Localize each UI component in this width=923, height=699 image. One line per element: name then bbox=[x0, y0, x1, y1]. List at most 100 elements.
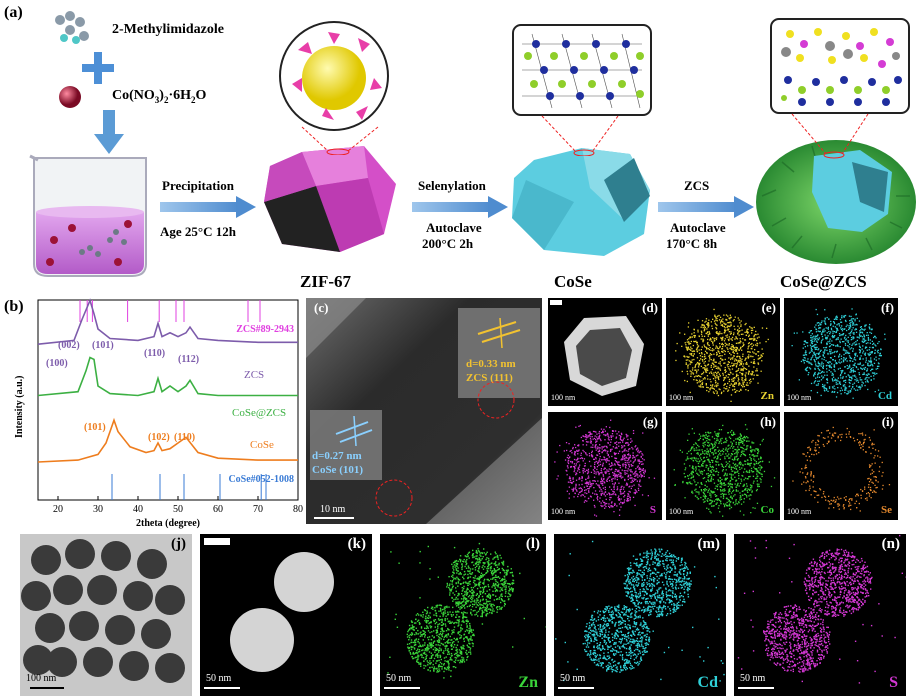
cobalt-ion-icon bbox=[59, 86, 81, 108]
x-tick-label: 50 bbox=[173, 504, 183, 515]
methylimidazole-molecule-icon bbox=[55, 11, 89, 44]
right-arrow-icon bbox=[160, 196, 256, 218]
fringe2-text: d=0.27 nm bbox=[312, 450, 362, 462]
bottom-element-label: S bbox=[889, 674, 898, 691]
beaker-icon bbox=[29, 154, 147, 277]
bottom-scalebar: 100 nm bbox=[26, 673, 57, 684]
xrd-series-line bbox=[37, 417, 298, 463]
peak-zcs-110: (110) bbox=[144, 348, 165, 359]
bottom-panel-image bbox=[555, 540, 725, 689]
step2-top-text: Selenylation bbox=[418, 178, 486, 193]
bottom-panel: (m) 50 nm Cd bbox=[554, 534, 726, 696]
cose-zcs-crystal-zoom-icon bbox=[770, 18, 910, 114]
zoom-lines bbox=[541, 115, 619, 156]
right-arrow-icon bbox=[412, 196, 508, 218]
cose-zcs-core-shell-icon bbox=[756, 140, 916, 264]
product1-text: ZIF-67 bbox=[300, 272, 351, 291]
series-label-zcs: ZCS bbox=[244, 369, 264, 381]
eds-panel-label: (f) bbox=[881, 300, 894, 315]
eds-panel-label: (i) bbox=[881, 414, 894, 429]
x-tick-label: 30 bbox=[93, 504, 103, 515]
eds-map-image bbox=[554, 419, 656, 517]
reagent2-text: Co(NO3)2·6H2O bbox=[112, 88, 207, 105]
eds-scalebar: 100 nm bbox=[551, 507, 576, 516]
ref-top-label: ZCS#89-2943 bbox=[236, 324, 294, 335]
x-tick-label: 70 bbox=[253, 504, 263, 515]
bottom-panel-image bbox=[204, 538, 334, 689]
eds-map: (i) 100 nm Se bbox=[784, 412, 898, 520]
bottom-panel-label: (l) bbox=[525, 536, 540, 552]
eds-map: (d) 100 nm bbox=[548, 298, 662, 406]
bottom-scalebar: 50 nm bbox=[560, 673, 586, 684]
plus-icon bbox=[82, 52, 114, 84]
panel-c-scalebar: 10 nm bbox=[320, 504, 346, 515]
step1-bottom-text: Age 25°C 12h bbox=[160, 224, 236, 239]
eds-scalebar: 100 nm bbox=[669, 507, 694, 516]
bottom-panel-label: (k) bbox=[347, 536, 366, 552]
bottom-panel: (j) 100 nm bbox=[20, 534, 192, 696]
panel-b-label: (b) bbox=[4, 298, 24, 315]
bottom-panel: (l) 50 nm Zn bbox=[380, 534, 546, 696]
eds-map-image bbox=[673, 424, 776, 517]
xrd-series-line bbox=[37, 356, 298, 397]
eds-element-label: S bbox=[649, 504, 656, 516]
x-axis-label: 2theta (degree) bbox=[136, 518, 200, 529]
zoom-lines bbox=[791, 113, 869, 159]
bottom-panel-label: (n) bbox=[881, 536, 900, 552]
y-axis-label: Intensity (a.u.) bbox=[14, 375, 25, 438]
eds-map-image bbox=[792, 426, 891, 512]
peak-cose-102: (102) bbox=[148, 432, 170, 443]
right-arrow-icon bbox=[658, 196, 754, 218]
bottom-panel: (k) 50 nm bbox=[200, 534, 372, 696]
peak-zcs-112: (112) bbox=[178, 354, 199, 365]
fringe1-text: d=0.33 nm bbox=[466, 358, 516, 370]
bottom-panel-image bbox=[384, 542, 546, 689]
step2-bottom-text: 200°C 2h bbox=[422, 236, 474, 251]
x-tick-label: 60 bbox=[213, 504, 223, 515]
zoom-lines bbox=[301, 126, 379, 155]
eds-panel-label: (d) bbox=[642, 300, 658, 315]
panel-a: (a) 2-Methylimidazole Co(NO3)2·6H2O Prec… bbox=[0, 0, 923, 300]
panel-c: (c) d=0.33 nm ZCS (111) d=0.27 nm CoSe (… bbox=[306, 298, 542, 524]
product3-text: CoSe@ZCS bbox=[780, 272, 867, 291]
eds-panel-label: (e) bbox=[761, 300, 776, 315]
zif67-polyhedron-icon bbox=[264, 146, 396, 252]
bottom-panel-label: (j) bbox=[171, 536, 186, 552]
reagent1-text: 2-Methylimidazole bbox=[112, 22, 224, 37]
step3-mid-text: Autoclave bbox=[670, 220, 726, 235]
peak-cose-101: (101) bbox=[84, 422, 106, 433]
bottom-panel: (n) 50 nm S bbox=[734, 534, 906, 696]
eds-panel-label: (g) bbox=[642, 414, 658, 429]
zif67-zoom-circle-icon bbox=[279, 21, 389, 131]
panel-c-label: (c) bbox=[314, 300, 329, 315]
bottom-scalebar: 50 nm bbox=[740, 673, 766, 684]
step3-bottom-text: 170°C 8h bbox=[666, 236, 718, 251]
eds-panel-label: (h) bbox=[760, 414, 776, 429]
eds-scalebar: 100 nm bbox=[787, 507, 812, 516]
eds-element-label: Cd bbox=[877, 390, 892, 402]
bottom-scalebar: 50 nm bbox=[386, 673, 412, 684]
eds-map: (g) 100 nm S bbox=[548, 412, 662, 520]
peak-zcs-101: (101) bbox=[92, 340, 114, 351]
series-label-cose: CoSe bbox=[250, 439, 274, 451]
series-label-cosezcs: CoSe@ZCS bbox=[232, 407, 286, 419]
bottom-row: (j) 100 nm (k) 50 nm (l) 50 nm Zn (m) 50 nm Cd (n)… bbox=[0, 534, 923, 699]
eds-map-image bbox=[675, 308, 769, 402]
peak-zcs-100: (100) bbox=[46, 358, 68, 369]
bottom-panel-image bbox=[21, 539, 185, 689]
panel-b: (b) 20 30 40 50 60 70 80 ZCS#89-2943 CoSe#052-… bbox=[0, 298, 305, 530]
x-tick-label: 80 bbox=[293, 504, 303, 515]
bottom-panel-label: (m) bbox=[697, 536, 721, 552]
eds-element-label: Se bbox=[881, 504, 892, 516]
eds-scalebar: 100 nm bbox=[669, 393, 694, 402]
step1-top-text: Precipitation bbox=[162, 178, 234, 193]
eds-map-image bbox=[791, 308, 886, 399]
down-arrow-icon bbox=[94, 110, 124, 154]
x-tick-label: 40 bbox=[133, 504, 143, 515]
eds-element-label: Co bbox=[760, 504, 774, 516]
cose-crystal-zoom-icon bbox=[512, 24, 652, 116]
peak-cose-110: (110) bbox=[174, 432, 195, 443]
eds-top-grid: (d) 100 nm (e) 100 nm Zn (f) 100 nm Cd (g) 100 nm… bbox=[548, 298, 923, 530]
panel-a-label: (a) bbox=[4, 4, 23, 21]
step3-top-text: ZCS bbox=[684, 178, 710, 193]
